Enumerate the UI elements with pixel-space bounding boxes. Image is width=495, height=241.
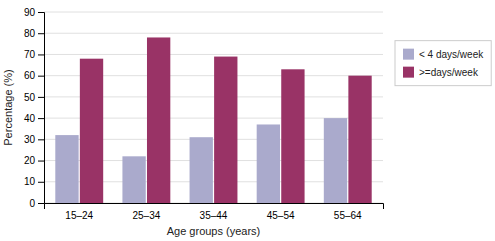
y-tick: 80 [24, 28, 44, 39]
y-tick-mark [38, 118, 44, 119]
y-tick-label: 0 [29, 198, 35, 209]
y-tick-mark [38, 182, 44, 183]
legend-item: >=days/week [403, 67, 479, 79]
bar [348, 76, 371, 203]
y-tick-label: 80 [24, 28, 36, 39]
bar-series [80, 37, 372, 203]
x-tick-label: 25–34 [132, 210, 160, 221]
chart-svg: 15–24 25–34 35–44 45–54 55–64 0 10 20 30 40 50 60 70… [0, 0, 495, 241]
x-tick: 45–54 [267, 210, 295, 221]
legend-swatch [403, 49, 414, 60]
chart-container: 15–24 25–34 35–44 45–54 55–64 0 10 20 30 40 50 60 70… [0, 0, 495, 241]
y-tick: 30 [24, 134, 44, 145]
y-axis-title: Percentage (%) [2, 69, 14, 145]
x-tick: 55–64 [334, 210, 362, 221]
x-axis-title: Age groups (years) [167, 225, 261, 237]
y-tick-mark [38, 12, 44, 13]
grid-line [44, 33, 383, 34]
grid [44, 12, 383, 203]
bar [324, 118, 347, 203]
bar [214, 57, 237, 203]
legend-label: < 4 days/week [419, 49, 484, 60]
x-tick-label: 35–44 [200, 210, 228, 221]
grid-line [44, 54, 383, 55]
x-tick-label: 55–64 [334, 210, 362, 221]
x-tick: 25–34 [132, 210, 160, 221]
y-tick-mark [38, 33, 44, 34]
y-axis-line [38, 13, 45, 204]
y-tick-mark [38, 97, 44, 98]
y-tick: 60 [24, 70, 44, 81]
x-tick: 15–24 [65, 210, 93, 221]
x-axis: 15–24 25–34 35–44 45–54 55–64 [45, 204, 384, 222]
bar [80, 59, 103, 203]
y-tick-label: 10 [24, 176, 36, 187]
y-tick-mark [38, 203, 44, 204]
y-tick-label: 70 [24, 49, 36, 60]
bar [122, 156, 145, 203]
legend-item: < 4 days/week [403, 49, 484, 61]
y-tick: 40 [24, 113, 44, 124]
y-axis: 0 10 20 30 40 50 60 70 80 90 [24, 7, 45, 209]
y-tick-label: 60 [24, 70, 36, 81]
y-tick: 90 [24, 7, 44, 18]
legend: < 4 days/week >=days/week [395, 41, 491, 86]
bars [55, 37, 371, 203]
y-tick-label: 20 [24, 155, 36, 166]
bar [257, 124, 280, 203]
legend-swatch [403, 67, 414, 78]
y-tick-mark [38, 139, 44, 140]
y-tick: 0 [29, 198, 44, 209]
x-tick-label: 15–24 [65, 210, 93, 221]
bar [55, 135, 78, 203]
legend-frame [395, 41, 491, 86]
y-tick-label: 40 [24, 113, 36, 124]
y-tick: 20 [24, 155, 44, 166]
y-tick-label: 50 [24, 92, 36, 103]
y-tick-label: 30 [24, 134, 36, 145]
y-tick-mark [38, 161, 44, 162]
x-axis-line [45, 204, 384, 210]
legend-label: >=days/week [419, 67, 479, 78]
y-tick: 10 [24, 176, 44, 187]
y-tick: 70 [24, 49, 44, 60]
bar [190, 137, 213, 203]
x-tick: 35–44 [200, 210, 228, 221]
y-tick-mark [38, 54, 44, 55]
plot-area: 15–24 25–34 35–44 45–54 55–64 0 10 20 30 40 50 60 70… [24, 7, 384, 221]
y-tick: 50 [24, 92, 44, 103]
bar [147, 37, 170, 203]
bar [281, 69, 304, 203]
y-tick-mark [38, 76, 44, 77]
x-tick-label: 45–54 [267, 210, 295, 221]
grid-line [44, 12, 383, 13]
y-tick-label: 90 [24, 7, 36, 18]
